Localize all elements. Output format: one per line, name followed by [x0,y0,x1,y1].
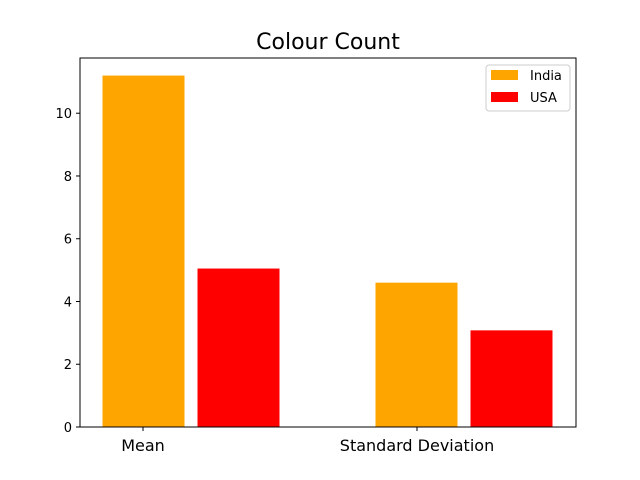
bars-group [102,75,553,428]
legend-label-india: India [530,69,562,84]
y-axis: 0 2 4 6 8 10 [55,107,80,436]
y-tick-label: 0 [64,421,72,436]
y-tick-label: 6 [64,233,72,248]
plot-frame [79,57,577,428]
x-tick-label-standard-deviation: Standard Deviation [340,436,494,455]
bar-india-mean [102,75,185,428]
legend-label-usa: USA [530,91,557,106]
legend-swatch-india [491,70,518,80]
bar-usa-mean [197,268,280,427]
x-tick-label-mean: Mean [121,436,165,455]
y-tick-label: 2 [64,358,72,373]
y-tick-label: 8 [64,170,72,185]
chart-title: Colour Count [256,30,400,55]
bar-india-standard-deviation [375,282,458,427]
x-axis: Mean Standard Deviation [121,427,494,455]
bar-usa-standard-deviation [470,330,553,427]
legend-swatch-usa [491,92,518,102]
y-tick-label: 4 [64,295,72,310]
legend: India USA [485,64,571,112]
y-tick-label: 10 [55,107,72,122]
